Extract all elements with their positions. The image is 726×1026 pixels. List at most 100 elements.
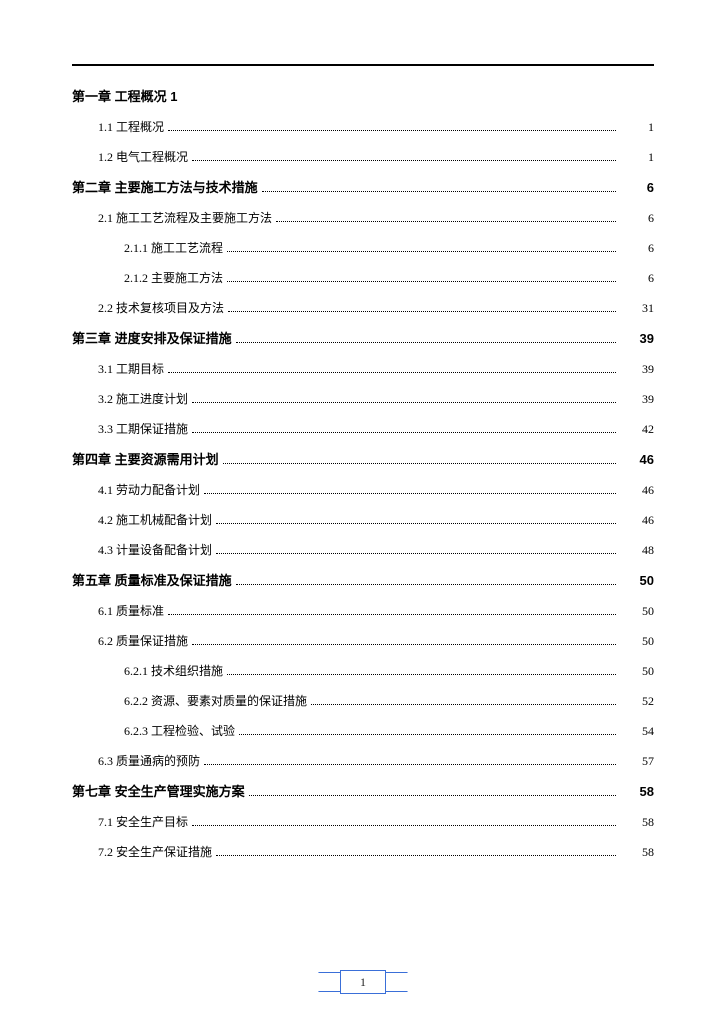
toc-page: 39	[620, 393, 654, 405]
toc-page: 6	[620, 272, 654, 284]
toc-row: 6.2.2 资源、要素对质量的保证措施 52	[72, 695, 654, 707]
toc-leader	[192, 644, 616, 645]
toc-row: 3.3 工期保证措施 42	[72, 423, 654, 435]
toc-leader	[192, 825, 616, 826]
toc-row: 第五章 质量标准及保证措施 50	[72, 574, 654, 587]
toc-label: 第五章 质量标准及保证措施	[72, 574, 232, 587]
toc-leader	[216, 855, 616, 856]
table-of-contents: 第一章 工程概况 1 1.1 工程概况 1 1.2 电气工程概况 1 第二章 主要施工方法…	[72, 90, 654, 858]
toc-row: 第七章 安全生产管理实施方案58	[72, 785, 654, 798]
toc-leader	[262, 191, 616, 192]
toc-leader	[311, 704, 616, 705]
toc-leader	[228, 311, 616, 312]
toc-leader	[227, 281, 616, 282]
toc-label: 3.3 工期保证措施	[98, 423, 188, 435]
toc-page: 1	[620, 151, 654, 163]
toc-row: 6.2.3 工程检验、试验 54	[72, 725, 654, 737]
toc-row: 第四章 主要资源需用计划 46	[72, 453, 654, 466]
toc-row: 2.1 施工工艺流程及主要施工方法 6	[72, 212, 654, 224]
toc-label: 2.1.2 主要施工方法	[124, 272, 223, 284]
toc-page: 50	[620, 635, 654, 647]
toc-label: 4.2 施工机械配备计划	[98, 514, 212, 526]
toc-leader	[204, 764, 616, 765]
toc-page: 50	[620, 605, 654, 617]
toc-leader	[249, 795, 616, 796]
toc-page: 54	[620, 725, 654, 737]
toc-page: 6	[620, 212, 654, 224]
toc-page: 46	[620, 514, 654, 526]
toc-leader	[236, 342, 616, 343]
toc-label: 3.2 施工进度计划	[98, 393, 188, 405]
toc-label: 6.2.3 工程检验、试验	[124, 725, 235, 737]
toc-label: 第四章 主要资源需用计划	[72, 453, 219, 466]
toc-row: 6.3 质量通病的预防 57	[72, 755, 654, 767]
toc-page: 52	[620, 695, 654, 707]
toc-label: 6.1 质量标准	[98, 605, 164, 617]
page-number-ribbon: 1	[318, 970, 408, 994]
toc-page: 58	[620, 846, 654, 858]
toc-leader	[204, 493, 616, 494]
toc-leader	[227, 251, 616, 252]
toc-row: 第三章 进度安排及保证措施 39	[72, 332, 654, 345]
toc-label: 4.1 劳动力配备计划	[98, 484, 200, 496]
toc-row: 4.2 施工机械配备计划 46	[72, 514, 654, 526]
toc-row: 3.1 工期目标 39	[72, 363, 654, 375]
toc-leader	[223, 463, 616, 464]
toc-page: 58	[620, 816, 654, 828]
toc-row: 第一章 工程概况 1	[72, 90, 654, 103]
toc-label: 6.3 质量通病的预防	[98, 755, 200, 767]
toc-page: 39	[620, 332, 654, 345]
toc-page: 39	[620, 363, 654, 375]
toc-label: 3.1 工期目标	[98, 363, 164, 375]
toc-row: 第二章 主要施工方法与技术措施 6	[72, 181, 654, 194]
toc-label: 7.1 安全生产目标	[98, 816, 188, 828]
toc-leader	[216, 523, 616, 524]
toc-row: 2.2 技术复核项目及方法 31	[72, 302, 654, 314]
toc-page: 48	[620, 544, 654, 556]
toc-label: 2.1.1 施工工艺流程	[124, 242, 223, 254]
toc-page: 50	[620, 665, 654, 677]
toc-row: 1.2 电气工程概况 1	[72, 151, 654, 163]
toc-page: 1	[620, 121, 654, 133]
toc-row: 6.2.1 技术组织措施 50	[72, 665, 654, 677]
toc-row: 7.1 安全生产目标 58	[72, 816, 654, 828]
toc-label: 第一章 工程概况 1	[72, 90, 177, 103]
toc-label: 6.2.1 技术组织措施	[124, 665, 223, 677]
toc-row: 3.2 施工进度计划 39	[72, 393, 654, 405]
toc-label: 1.2 电气工程概况	[98, 151, 188, 163]
toc-page: 57	[620, 755, 654, 767]
toc-page: 42	[620, 423, 654, 435]
toc-row: 4.3 计量设备配备计划 48	[72, 544, 654, 556]
toc-label: 6.2.2 资源、要素对质量的保证措施	[124, 695, 307, 707]
toc-leader	[276, 221, 616, 222]
toc-label: 1.1 工程概况	[98, 121, 164, 133]
toc-label: 2.2 技术复核项目及方法	[98, 302, 224, 314]
toc-page: 6	[620, 181, 654, 194]
toc-row: 2.1.1 施工工艺流程 6	[72, 242, 654, 254]
page-number: 1	[340, 970, 386, 994]
toc-label: 第七章 安全生产管理实施方案	[72, 785, 245, 798]
toc-label: 7.2 安全生产保证措施	[98, 846, 212, 858]
toc-leader	[168, 130, 616, 131]
toc-page: 50	[620, 574, 654, 587]
toc-page: 46	[620, 484, 654, 496]
toc-page: 31	[620, 302, 654, 314]
toc-page: 46	[620, 453, 654, 466]
toc-leader	[192, 432, 616, 433]
toc-leader	[239, 734, 616, 735]
toc-leader	[236, 584, 616, 585]
toc-page: 6	[620, 242, 654, 254]
toc-label: 6.2 质量保证措施	[98, 635, 188, 647]
toc-label: 2.1 施工工艺流程及主要施工方法	[98, 212, 272, 224]
toc-leader	[216, 553, 616, 554]
toc-row: 4.1 劳动力配备计划 46	[72, 484, 654, 496]
toc-label: 4.3 计量设备配备计划	[98, 544, 212, 556]
toc-leader	[168, 614, 616, 615]
toc-label: 第三章 进度安排及保证措施	[72, 332, 232, 345]
toc-row: 6.1 质量标准 50	[72, 605, 654, 617]
toc-row: 1.1 工程概况 1	[72, 121, 654, 133]
toc-row: 6.2 质量保证措施 50	[72, 635, 654, 647]
toc-leader	[192, 402, 616, 403]
header-rule	[72, 64, 654, 66]
toc-label: 第二章 主要施工方法与技术措施	[72, 181, 258, 194]
